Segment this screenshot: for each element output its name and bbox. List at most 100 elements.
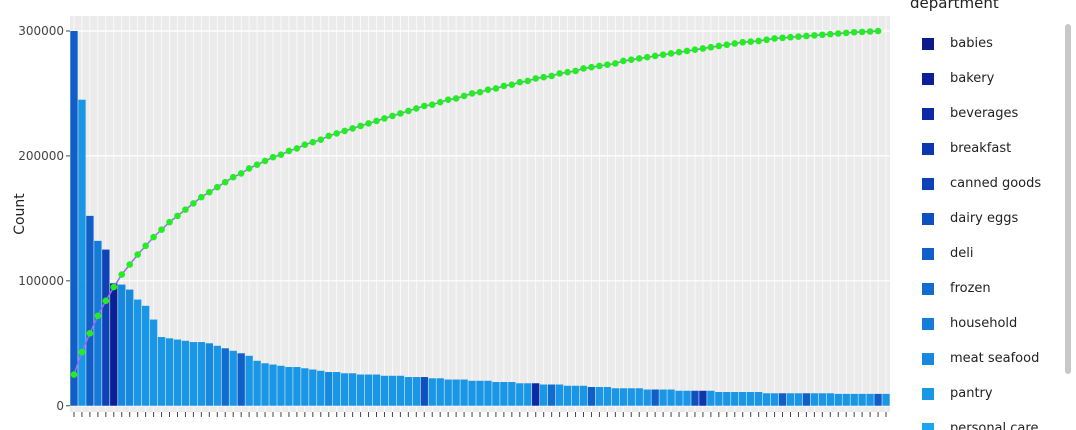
cumulative-point[interactable]: [803, 32, 810, 40]
bar[interactable]: [181, 340, 190, 406]
bar[interactable]: [540, 384, 548, 406]
bar[interactable]: [675, 390, 683, 406]
cumulative-point[interactable]: [524, 77, 532, 85]
bar[interactable]: [325, 372, 333, 406]
cumulative-point[interactable]: [142, 242, 149, 250]
cumulative-point[interactable]: [842, 29, 850, 37]
cumulative-point[interactable]: [206, 188, 213, 196]
bar[interactable]: [404, 377, 413, 406]
bar[interactable]: [237, 353, 245, 406]
bar[interactable]: [452, 379, 460, 406]
bar[interactable]: [659, 389, 667, 406]
bar[interactable]: [78, 99, 86, 406]
legend-item[interactable]: household: [922, 306, 1041, 341]
bar[interactable]: [364, 374, 373, 406]
bar[interactable]: [428, 378, 436, 406]
bar[interactable]: [149, 319, 158, 406]
cumulative-point[interactable]: [763, 36, 770, 44]
cumulative-point[interactable]: [325, 132, 333, 140]
bar[interactable]: [141, 305, 150, 406]
cumulative-point[interactable]: [365, 120, 372, 127]
bar[interactable]: [205, 343, 214, 406]
legend-item[interactable]: canned goods: [922, 166, 1041, 201]
bar[interactable]: [420, 377, 428, 406]
cumulative-point[interactable]: [755, 37, 762, 45]
bar[interactable]: [874, 393, 882, 406]
cumulative-point[interactable]: [707, 43, 715, 51]
cumulative-point[interactable]: [627, 56, 635, 64]
bar[interactable]: [333, 372, 341, 406]
cumulative-point[interactable]: [436, 98, 444, 106]
bar[interactable]: [253, 360, 261, 406]
bar[interactable]: [508, 382, 516, 406]
bar[interactable]: [842, 393, 850, 406]
cumulative-point[interactable]: [819, 31, 826, 39]
bar[interactable]: [723, 392, 731, 406]
cumulative-point[interactable]: [747, 38, 754, 45]
cumulative-point[interactable]: [94, 312, 102, 320]
bar[interactable]: [802, 393, 811, 406]
bar[interactable]: [555, 384, 564, 406]
bar[interactable]: [197, 342, 206, 406]
cumulative-point[interactable]: [253, 161, 261, 168]
cumulative-point[interactable]: [198, 193, 205, 201]
bar[interactable]: [882, 393, 890, 406]
cumulative-point[interactable]: [293, 145, 301, 152]
bar[interactable]: [94, 240, 102, 406]
bar[interactable]: [532, 383, 540, 406]
bar[interactable]: [133, 299, 142, 406]
cumulative-point[interactable]: [444, 96, 452, 103]
cumulative-point[interactable]: [277, 151, 285, 158]
cumulative-point[interactable]: [715, 42, 723, 50]
bar[interactable]: [340, 373, 349, 406]
cumulative-point[interactable]: [476, 88, 484, 96]
cumulative-point[interactable]: [285, 147, 293, 155]
legend-item[interactable]: frozen: [922, 271, 1041, 306]
cumulative-point[interactable]: [771, 35, 778, 42]
cumulative-point[interactable]: [389, 112, 396, 120]
bar[interactable]: [547, 384, 556, 406]
bar[interactable]: [412, 377, 420, 406]
bar[interactable]: [786, 393, 795, 406]
cumulative-point[interactable]: [78, 348, 86, 356]
cumulative-point[interactable]: [357, 122, 364, 130]
cumulative-point[interactable]: [675, 48, 683, 56]
cumulative-point[interactable]: [516, 78, 524, 86]
cumulative-point[interactable]: [190, 200, 197, 207]
bar[interactable]: [635, 388, 643, 406]
cumulative-point[interactable]: [221, 178, 229, 186]
cumulative-point[interactable]: [245, 165, 253, 172]
bar[interactable]: [691, 390, 699, 406]
bar[interactable]: [850, 393, 858, 406]
bar[interactable]: [579, 385, 588, 406]
cumulative-point[interactable]: [301, 141, 309, 148]
bar[interactable]: [436, 378, 444, 406]
bar[interactable]: [70, 30, 78, 406]
bar[interactable]: [834, 393, 842, 406]
cumulative-point[interactable]: [134, 251, 141, 258]
legend-item[interactable]: deli: [922, 236, 1041, 271]
bar[interactable]: [102, 249, 110, 406]
cumulative-point[interactable]: [588, 63, 595, 71]
bar[interactable]: [444, 379, 452, 406]
bar[interactable]: [388, 375, 397, 406]
cumulative-point[interactable]: [540, 73, 547, 81]
cumulative-point[interactable]: [572, 67, 579, 75]
bar[interactable]: [460, 379, 468, 406]
cumulative-point[interactable]: [596, 62, 603, 70]
cumulative-point[interactable]: [413, 105, 420, 112]
legend-scrollbar[interactable]: [1065, 24, 1071, 374]
cumulative-point[interactable]: [739, 38, 747, 46]
legend-item[interactable]: beverages: [922, 96, 1041, 131]
cumulative-point[interactable]: [604, 61, 611, 69]
bar[interactable]: [858, 393, 866, 406]
cumulative-point[interactable]: [317, 136, 325, 143]
bar[interactable]: [619, 388, 627, 406]
cumulative-point[interactable]: [683, 47, 691, 55]
bar[interactable]: [739, 392, 747, 406]
bar[interactable]: [396, 375, 405, 406]
cumulative-point[interactable]: [691, 46, 699, 54]
bar[interactable]: [643, 389, 651, 406]
cumulative-point[interactable]: [182, 206, 189, 213]
bar[interactable]: [245, 355, 253, 406]
